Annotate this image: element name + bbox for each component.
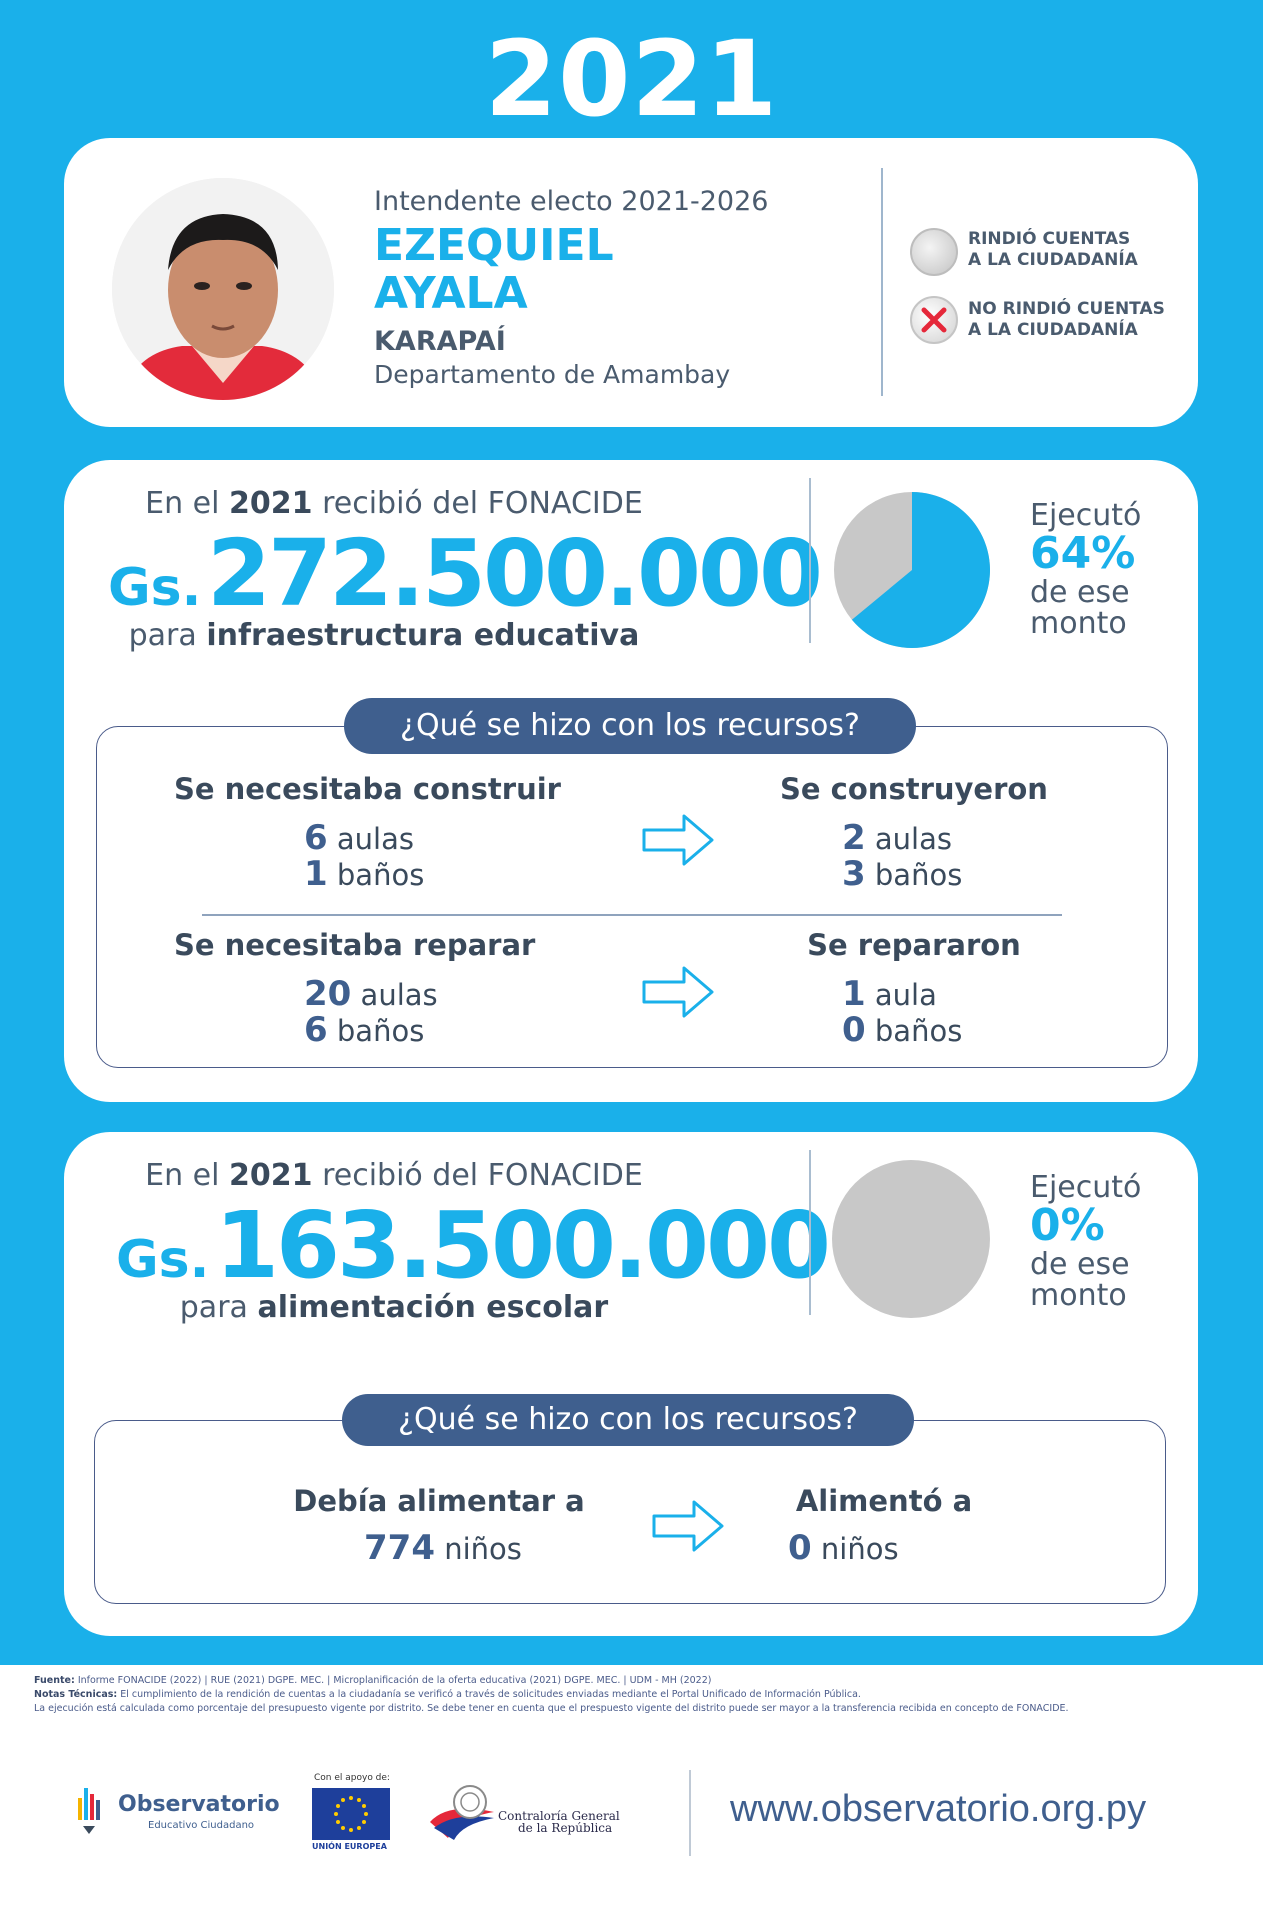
observatorio-title: Observatorio (118, 1792, 280, 1817)
food-card: En el 2021 recibió del FONACIDE Gs. 163.… (64, 1132, 1198, 1636)
arrow-right-icon (640, 810, 716, 874)
legend-not-rendered: NO RINDIÓ CUENTAS A LA CIUDADANÍA (968, 299, 1165, 340)
observatorio-logo (78, 1786, 104, 1842)
reparar-done-title: Se repararon (807, 928, 1021, 962)
rendered-status-icon (910, 228, 958, 276)
divider (809, 1150, 811, 1315)
food-needed-value: 774 niños (364, 1528, 522, 1568)
infra-card: En el 2021 recibió del FONACIDE Gs. 272.… (64, 460, 1198, 1102)
mayor-photo (112, 178, 334, 400)
infra-question-pill: ¿Qué se hizo con los recursos? (344, 698, 916, 754)
reparar-done-item: 1 aula (842, 974, 937, 1014)
eu-label: UNIÓN EUROPEA (312, 1842, 387, 1851)
city-name: KARAPAÍ (374, 326, 506, 357)
legend-rendered: RINDIÓ CUENTAS A LA CIUDADANÍA (968, 229, 1138, 270)
construir-needed-item: 6 aulas (304, 818, 414, 858)
first-name: EZEQUIEL (374, 220, 614, 271)
food-pie-chart (832, 1160, 990, 1318)
footer-notes: Notas Técnicas: El cumplimiento de la re… (34, 1689, 861, 1700)
mayor-name: EZEQUIEL AYALA (374, 222, 614, 318)
pie-executed-slice (851, 492, 990, 648)
website-link[interactable]: www.observatorio.org.py (730, 1788, 1147, 1830)
last-name: AYALA (374, 268, 528, 319)
food-done-title: Alimentó a (795, 1484, 973, 1518)
food-results-box (94, 1420, 1166, 1604)
infra-purpose: para infraestructura educativa (128, 618, 640, 653)
role-label: Intendente electo 2021-2026 (374, 186, 769, 217)
arrow-right-icon (650, 1496, 726, 1560)
contraloria-name: Contraloría General de la República (498, 1809, 620, 1835)
construir-done-item: 2 aulas (842, 818, 952, 858)
profile-card: Intendente electo 2021-2026 EZEQUIEL AYA… (64, 138, 1198, 427)
divider (689, 1770, 691, 1856)
reparar-needed-item: 20 aulas (304, 974, 438, 1014)
support-label: Con el apoyo de: (314, 1773, 390, 1783)
construir-done-title: Se construyeron (780, 772, 1048, 806)
food-purpose: para alimentación escolar (179, 1290, 609, 1325)
eu-flag-icon (312, 1788, 390, 1840)
pie-remainder-slice (832, 1160, 990, 1318)
infra-pie-chart (834, 492, 990, 648)
infra-amount: Gs. 272.500.000 (108, 520, 823, 627)
infra-execution: Ejecutó 64% de ese monto (1030, 498, 1142, 641)
bars-logo-icon (78, 1788, 100, 1834)
observatorio-subtitle: Educativo Ciudadano (148, 1820, 255, 1831)
not-rendered-x-icon (910, 296, 958, 344)
construir-needed-title: Se necesitaba construir (174, 772, 561, 806)
reparar-needed-title: Se necesitaba reparar (174, 928, 536, 962)
food-question-pill: ¿Qué se hizo con los recursos? (342, 1394, 914, 1446)
food-amount: Gs. 163.500.000 (116, 1192, 831, 1299)
footer-notes-2: La ejecución está calculada como porcent… (34, 1703, 1069, 1714)
year-title: 2021 (484, 18, 779, 140)
construir-needed-item: 1 baños (304, 854, 425, 894)
construir-done-item: 3 baños (842, 854, 963, 894)
food-intro: En el 2021 recibió del FONACIDE (145, 1158, 643, 1193)
food-execution: Ejecutó 0% de ese monto (1030, 1170, 1142, 1313)
footer-source: Fuente: Informe FONACIDE (2022) | RUE (2… (34, 1675, 712, 1686)
food-needed-title: Debía alimentar a (293, 1484, 585, 1518)
divider (809, 478, 811, 643)
food-done-value: 0 niños (788, 1528, 899, 1568)
separator (202, 914, 1062, 916)
divider (881, 168, 883, 396)
reparar-needed-item: 6 baños (304, 1010, 425, 1050)
department-name: Departamento de Amambay (374, 360, 731, 389)
contraloria-seal-icon (428, 1782, 496, 1846)
arrow-right-icon (640, 962, 716, 1026)
infra-intro: En el 2021 recibió del FONACIDE (145, 486, 643, 521)
reparar-done-item: 0 baños (842, 1010, 963, 1050)
